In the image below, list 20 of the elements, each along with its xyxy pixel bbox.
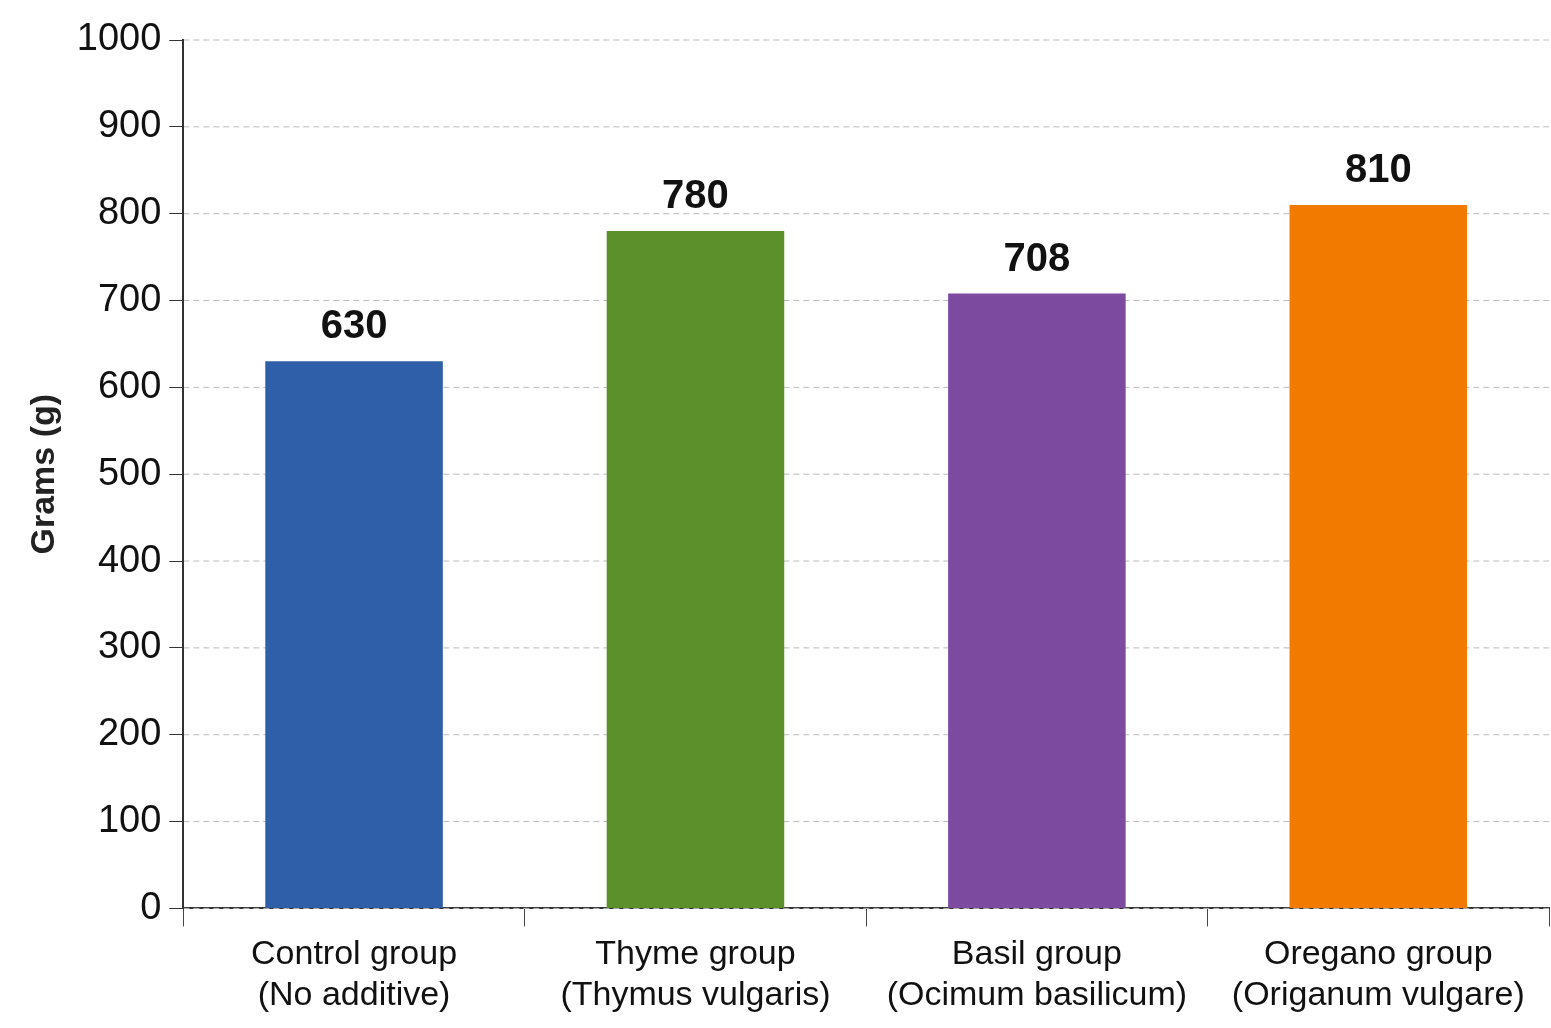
x-tick-label: Oregano group (Origanum vulgare) [1231,933,1525,1012]
y-tick-label: 300 [97,624,162,667]
y-tick-label: 100 [97,798,162,841]
y-tick-label: 600 [97,363,162,406]
y-tick-label: 700 [97,277,162,319]
data-label: 810 [1344,146,1412,191]
y-tick-label: 200 [97,711,162,754]
x-tick-label: Thyme group (Thymus vulgaris) [560,933,831,1012]
data-label: 708 [1003,234,1071,279]
y-tick-label: 800 [97,190,162,233]
y-tick-label: 0 [140,884,162,927]
y-tick-label: 500 [97,450,162,493]
data-label: 780 [662,172,729,217]
y-tick-label: 400 [97,537,162,580]
y-axis-title: Grams (g) [22,393,61,555]
y-tick-label: 900 [97,103,162,146]
y-tick-label: 1000 [76,16,162,59]
x-tick-label: Basil group (Ocimum basilicum) [886,933,1188,1012]
data-label: 630 [320,302,388,347]
x-tick-label: Control group (No additive) [251,933,458,1012]
